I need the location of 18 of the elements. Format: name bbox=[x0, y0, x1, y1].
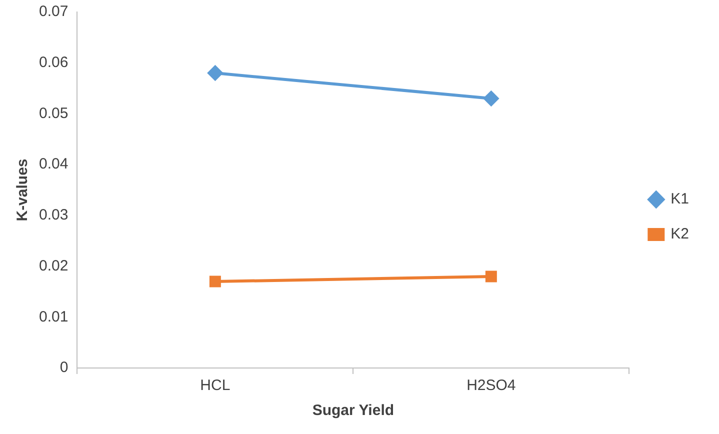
legend-label: K2 bbox=[670, 226, 690, 243]
y-tick-label: 0.05 bbox=[38, 104, 68, 122]
point bbox=[208, 66, 223, 81]
point bbox=[485, 270, 497, 282]
x-tick-label: H2SO4 bbox=[466, 377, 516, 394]
y-tick-label: 0.02 bbox=[38, 257, 68, 274]
y-axis-title: K-values bbox=[14, 158, 32, 222]
point bbox=[209, 276, 221, 288]
y-tick-label: 0.07 bbox=[38, 3, 68, 20]
y-tick-label: 0.04 bbox=[38, 156, 68, 173]
x-tick-label: HCL bbox=[200, 377, 230, 394]
x-axis-title: Sugar Yield bbox=[312, 402, 394, 420]
y-tick-label: 0.01 bbox=[38, 308, 68, 326]
y-tick-label: 0.06 bbox=[38, 54, 68, 71]
legend-label: K1 bbox=[670, 190, 690, 208]
point bbox=[484, 90, 499, 106]
y-tick-label: 0.03 bbox=[38, 206, 68, 224]
y-tick-label: 0 bbox=[60, 359, 68, 376]
